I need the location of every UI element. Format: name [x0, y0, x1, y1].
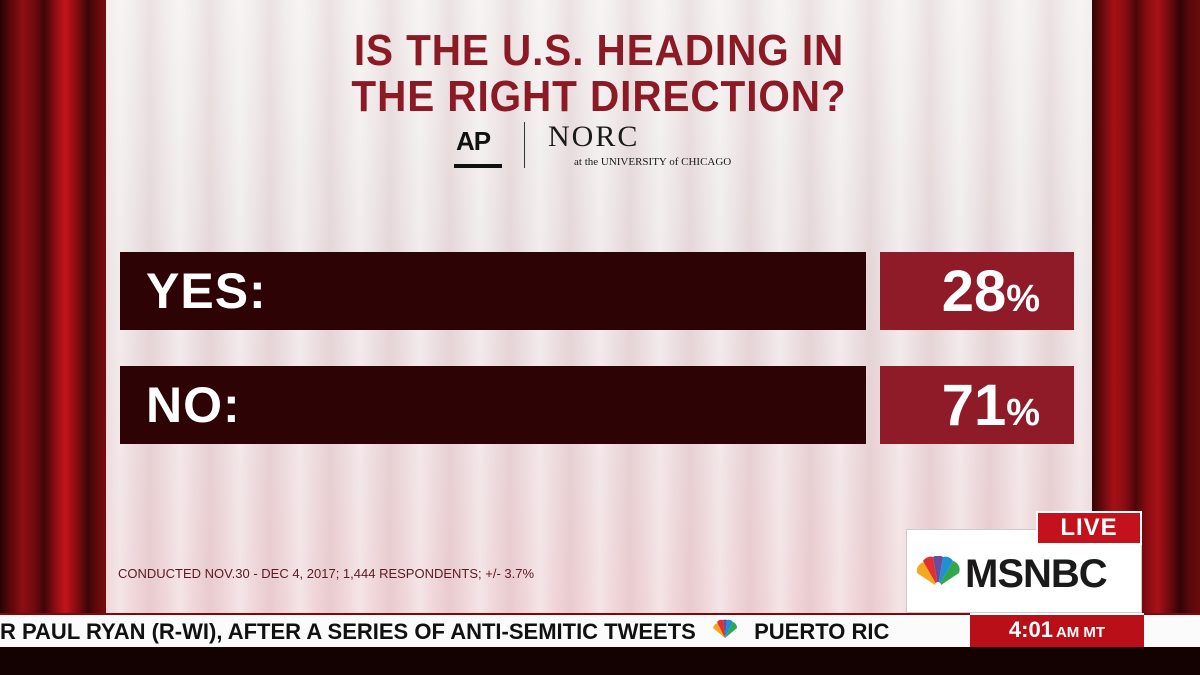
network-name: MSNBC: [965, 552, 1108, 596]
result-row-yes: YES: 28%: [120, 252, 1074, 330]
poll-footnote: CONDUCTED NOV.30 - DEC 4, 2017; 1,444 RE…: [118, 566, 535, 581]
result-value-unit: %: [1006, 392, 1040, 434]
norc-logo-text: NORC: [548, 120, 640, 153]
norc-logo-subtitle: at the UNIVERSITY of CHICAGO: [574, 156, 732, 168]
result-value-bar: 71%: [880, 366, 1074, 444]
result-value-unit: %: [1006, 278, 1040, 320]
poll-title-line2: THE RIGHT DIRECTION?: [351, 72, 847, 121]
poll-title-line1: IS THE U.S. HEADING IN: [353, 26, 845, 75]
ap-logo: AP: [452, 126, 504, 168]
live-badge: LIVE: [1036, 511, 1142, 545]
result-value-number: 71: [941, 373, 1007, 438]
ticker-segment: PUERTO RIC: [754, 619, 890, 645]
result-label: NO:: [146, 377, 241, 433]
result-value: 71%: [942, 372, 1040, 439]
clock-zone: AM MT: [1055, 624, 1106, 641]
ap-logo-text: AP: [456, 126, 491, 156]
logo-divider: [524, 122, 525, 168]
ticker-text: R PAUL RYAN (R-WI), AFTER A SERIES OF AN…: [0, 618, 975, 645]
result-value-number: 28: [941, 259, 1007, 324]
ticker-segment: R PAUL RYAN (R-WI), AFTER A SERIES OF AN…: [0, 619, 696, 645]
nbc-peacock-icon: [710, 619, 740, 645]
poll-title: IS THE U.S. HEADING IN THE RIGHT DIRECTI…: [145, 28, 1052, 120]
result-value: 28%: [942, 258, 1040, 325]
msnbc-peacock-icon: [913, 555, 963, 592]
ap-logo-underline: [454, 164, 502, 168]
result-label-bar: YES:: [120, 252, 866, 330]
clock-badge: 4:01 AM MT: [970, 613, 1144, 647]
result-row-no: NO: 71%: [120, 366, 1074, 444]
lower-bar: [0, 647, 1200, 675]
clock-time: 4:01: [1008, 617, 1053, 642]
result-label: YES:: [146, 263, 267, 319]
source-logos: AP NORC at the UNIVERSITY of CHICAGO: [452, 120, 772, 172]
left-curtain: [0, 0, 106, 675]
poll-graphic-panel: IS THE U.S. HEADING IN THE RIGHT DIRECTI…: [106, 0, 1092, 613]
result-label-bar: NO:: [120, 366, 866, 444]
result-value-bar: 28%: [880, 252, 1074, 330]
